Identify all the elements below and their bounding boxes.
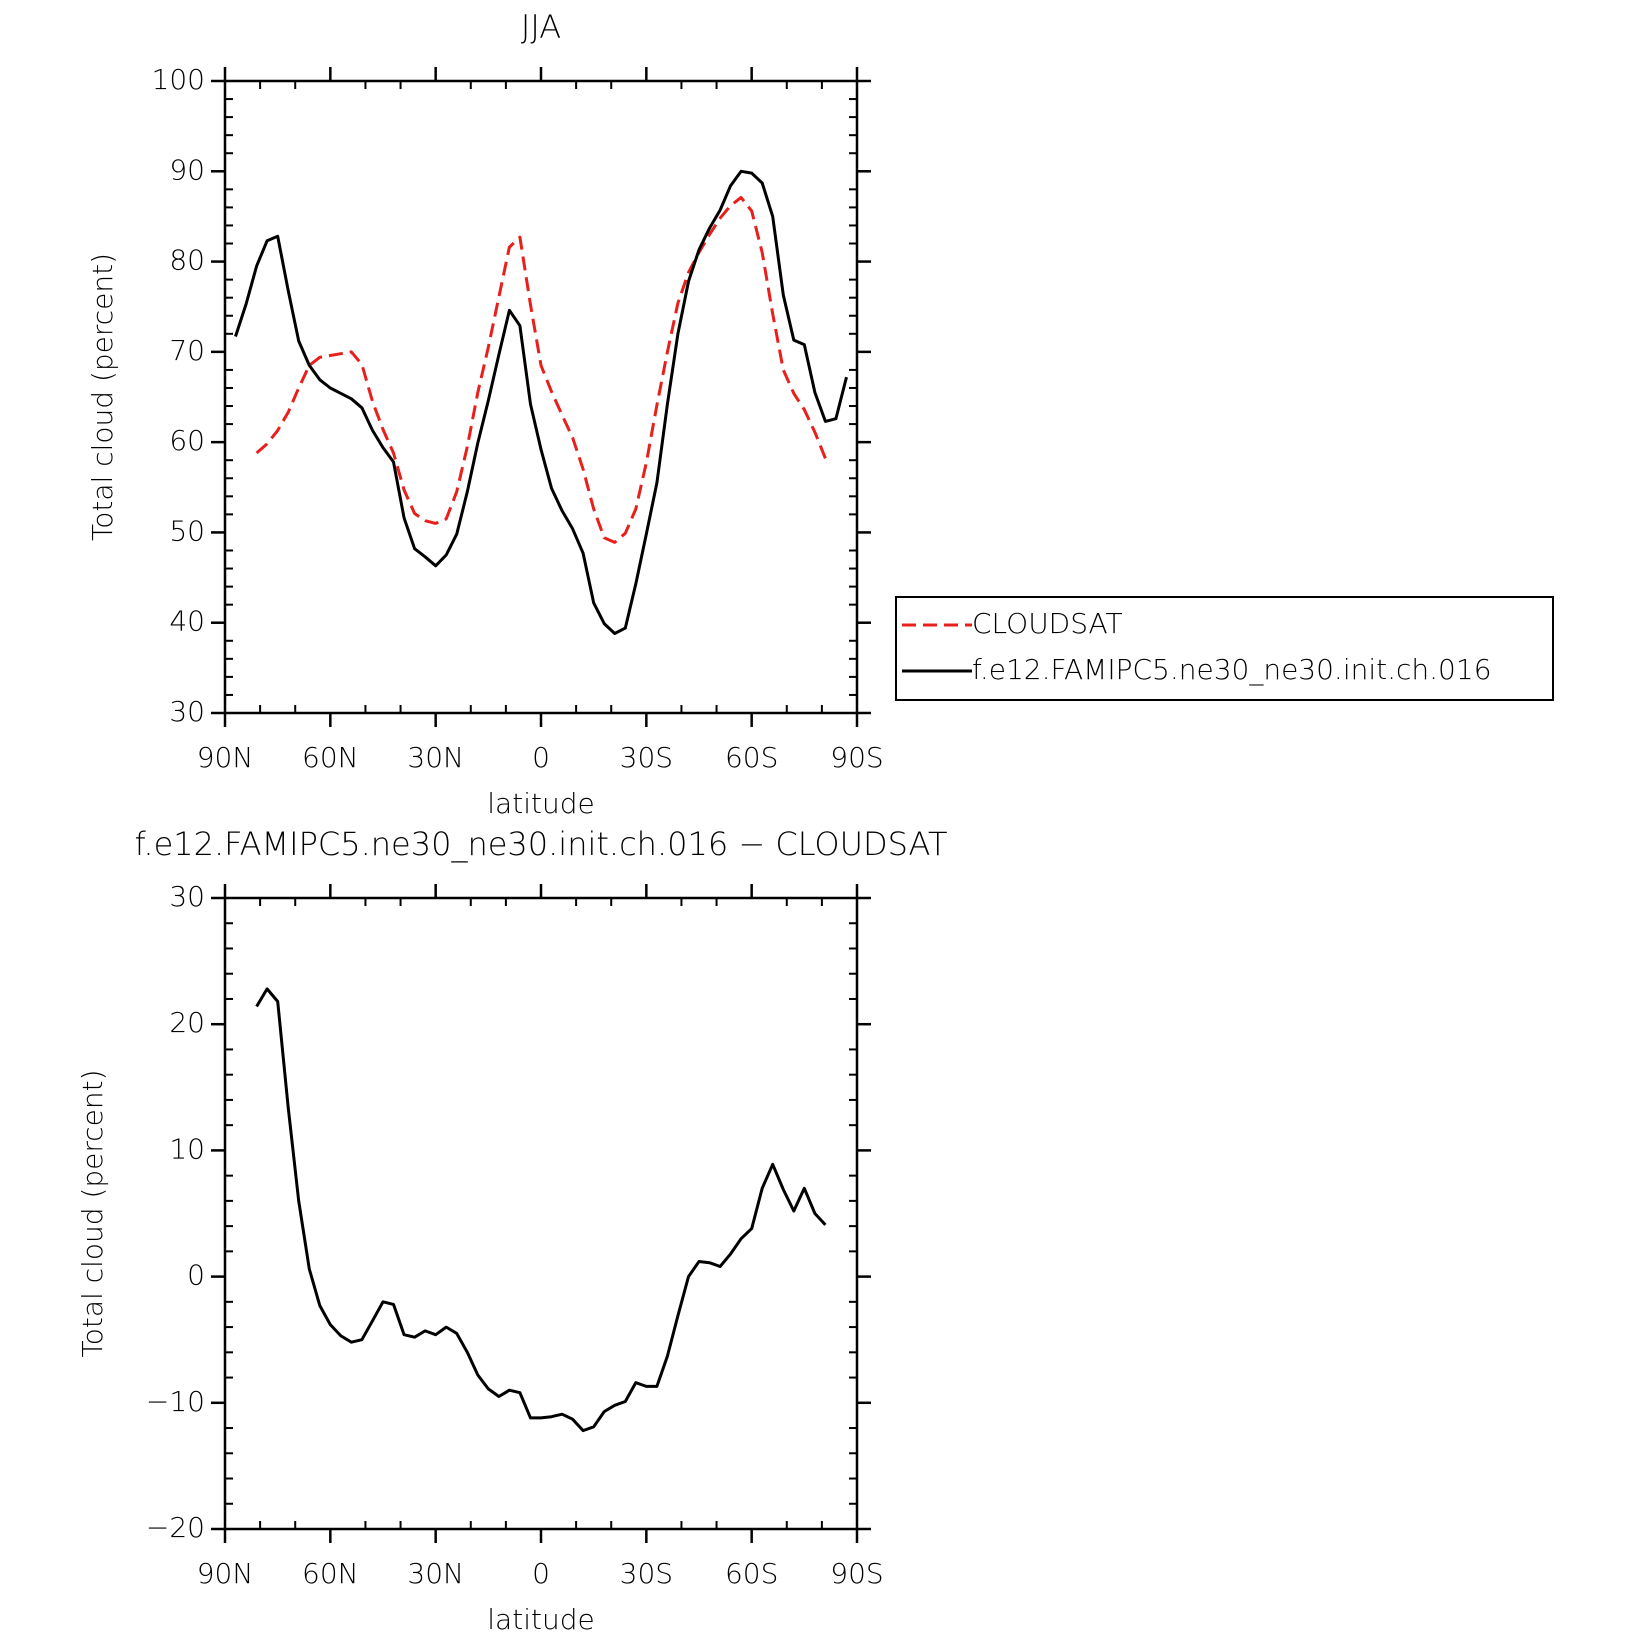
x-tick-label: 60N: [302, 1557, 359, 1590]
chart-title: JJA: [521, 8, 561, 46]
x-axis-label: latitude: [487, 787, 594, 820]
x-tick-label: 0: [532, 1557, 550, 1590]
y-tick-label: −20: [146, 1511, 205, 1544]
data-line: [255, 987, 827, 1433]
y-tick-label: 50: [169, 514, 205, 547]
data-line: [255, 196, 827, 544]
y-tick-label: 30: [169, 695, 205, 728]
x-tick-label: 90S: [830, 1557, 883, 1590]
y-tick-label: 60: [169, 424, 205, 457]
y-tick-label: 0: [187, 1259, 205, 1292]
line-chart: f.e12.FAMIPC5.ne30_ne30.init.ch.016 − CL…: [76, 825, 948, 1636]
x-tick-label: 60N: [302, 741, 359, 774]
x-tick-label: 60S: [725, 1557, 778, 1590]
y-tick-label: 90: [169, 153, 205, 186]
legend-box: [895, 596, 1554, 701]
x-tick-label: 30N: [407, 741, 464, 774]
x-tick-label: 60S: [725, 741, 778, 774]
x-tick-label: 90N: [197, 741, 254, 774]
x-axis-label: latitude: [487, 1603, 594, 1635]
x-tick-label: 30S: [620, 1557, 673, 1590]
y-tick-label: 10: [169, 1132, 205, 1165]
legend-label: f.e12.FAMIPC5.ne30_ne30.init.ch.016: [972, 653, 1492, 687]
y-axis-label: Total cloud (percent): [76, 1069, 109, 1357]
line-chart: JJA latitude Total cloud (percent) 30 40 50 60…: [86, 8, 1554, 820]
chart-title: f.e12.FAMIPC5.ne30_ne30.init.ch.016 − CL…: [134, 825, 947, 863]
plot-frame: [223, 896, 859, 1531]
y-tick-label: 100: [152, 63, 205, 96]
data-line: [234, 169, 848, 635]
plot-frame: [223, 79, 859, 715]
y-tick-label: 70: [169, 334, 205, 367]
x-tick-label: 0: [532, 741, 550, 774]
y-tick-label: 40: [169, 605, 205, 638]
legend: CLOUDSAT f.e12.FAMIPC5.ne30_ne30.init.ch.…: [895, 596, 1554, 701]
y-axis-label: Total cloud (percent): [86, 253, 119, 541]
x-tick-label: 90N: [197, 1557, 254, 1590]
x-tick-label: 30S: [620, 741, 673, 774]
x-tick-label: 90S: [830, 741, 883, 774]
x-tick-label: 30N: [407, 1557, 464, 1590]
y-tick-label: 80: [169, 244, 205, 277]
y-tick-label: 20: [169, 1006, 205, 1039]
y-tick-label: 30: [169, 880, 205, 913]
y-tick-label: −10: [146, 1385, 205, 1418]
legend-label: CLOUDSAT: [972, 607, 1123, 640]
